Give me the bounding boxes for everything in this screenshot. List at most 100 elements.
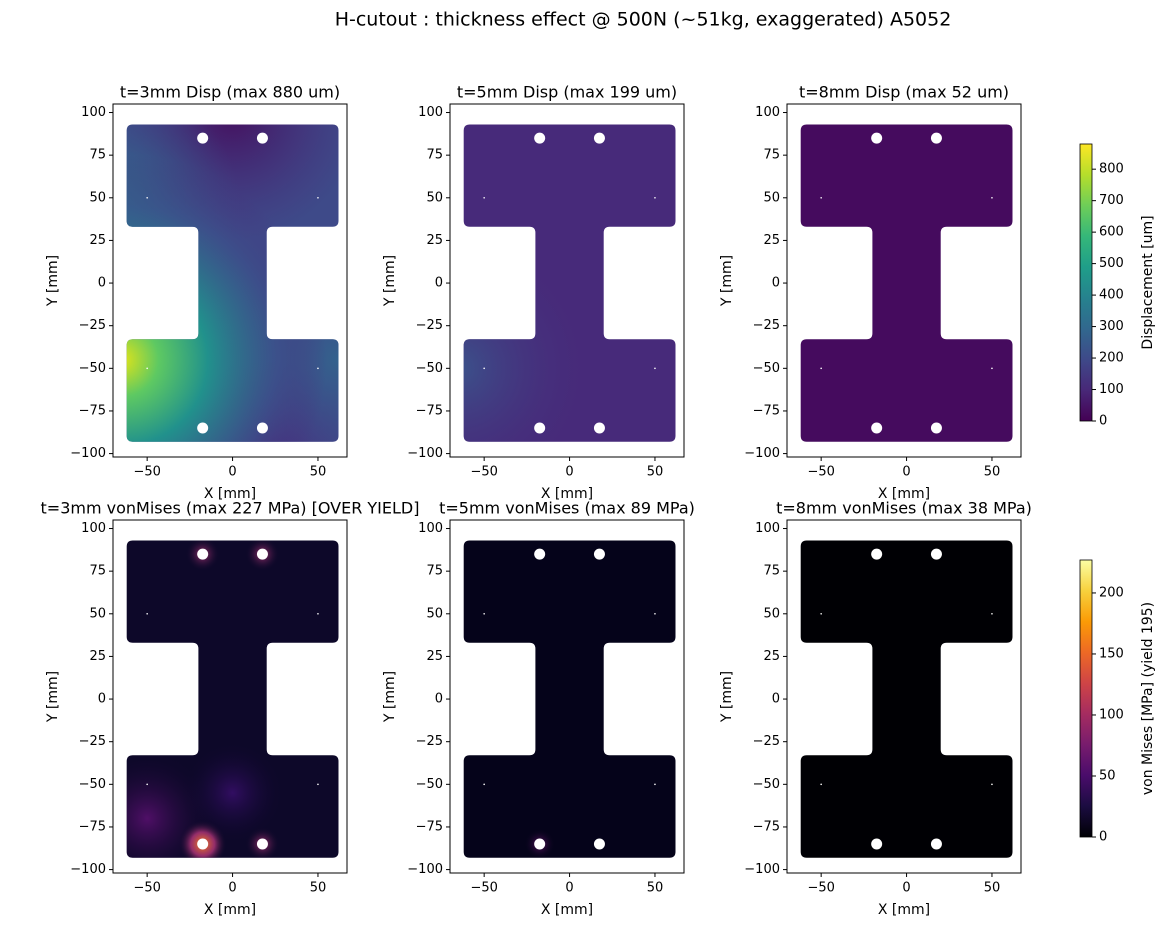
y-tick-label: −50 bbox=[753, 361, 780, 376]
y-axis-label: Y [mm] bbox=[45, 255, 61, 307]
bolt-hole bbox=[593, 422, 605, 434]
y-tick-label: 0 bbox=[772, 276, 780, 291]
node-dot bbox=[483, 367, 485, 370]
node-dot bbox=[317, 612, 319, 615]
y-tick-label: 75 bbox=[89, 148, 106, 163]
field-plot: −50 0 50 −100 −75 −50 −25 0 25 50 75 100 X [mm] Y [mm… bbox=[45, 83, 348, 502]
colorbar: 0 50 100 150 200 von Mises [MPa] (yield 195) bbox=[1079, 559, 1156, 845]
field-shading bbox=[463, 540, 676, 858]
colorbar-tick-label: 700 bbox=[1099, 193, 1124, 208]
y-tick-label: 50 bbox=[763, 190, 780, 205]
bolt-hole bbox=[871, 548, 883, 560]
x-tick-label: 50 bbox=[984, 881, 1001, 896]
panel-title: t=8mm Disp (max 52 um) bbox=[799, 83, 1009, 102]
node-dot bbox=[483, 783, 485, 786]
colorbar-tick-label: 500 bbox=[1099, 256, 1124, 271]
part-shape bbox=[800, 540, 1013, 858]
bolt-hole bbox=[930, 548, 942, 560]
colorbar-tick-label: 600 bbox=[1099, 225, 1124, 240]
y-tick-label: 25 bbox=[426, 233, 443, 248]
colorbar-tick-label: 150 bbox=[1099, 646, 1124, 661]
x-tick-label: 0 bbox=[228, 881, 236, 896]
node-dot bbox=[820, 783, 822, 786]
x-axis-label: X [mm] bbox=[204, 902, 256, 918]
field-shade bbox=[463, 124, 676, 442]
y-axis-label: Y [mm] bbox=[45, 671, 61, 723]
y-tick-label: 0 bbox=[772, 692, 780, 707]
bolt-hole bbox=[930, 422, 942, 434]
x-tick-label: 0 bbox=[565, 881, 573, 896]
y-axis-label: Y [mm] bbox=[719, 671, 735, 723]
node-dot bbox=[146, 783, 148, 786]
node-dot bbox=[317, 196, 319, 199]
x-axis-label: X [mm] bbox=[204, 486, 256, 502]
node-dot bbox=[146, 612, 148, 615]
y-tick-label: −50 bbox=[753, 777, 780, 792]
node-dot bbox=[483, 196, 485, 199]
colorbar-tick-label: 0 bbox=[1099, 830, 1107, 845]
y-tick-label: −75 bbox=[416, 403, 443, 418]
x-tick-label: −50 bbox=[133, 881, 160, 896]
bolt-hole bbox=[256, 422, 268, 434]
colorbar-tick-label: 300 bbox=[1099, 319, 1124, 334]
colorbar: 0 100 200 300 400 500 600 700 800 Displacement [u… bbox=[1079, 143, 1156, 429]
y-tick-label: 50 bbox=[426, 190, 443, 205]
colorbar-label: Displacement [um] bbox=[1140, 215, 1156, 349]
y-tick-label: −25 bbox=[416, 734, 443, 749]
y-tick-label: −75 bbox=[753, 819, 780, 834]
node-dot bbox=[654, 367, 656, 370]
y-tick-label: 100 bbox=[755, 521, 780, 536]
x-tick-label: 50 bbox=[310, 881, 327, 896]
x-axis-label: X [mm] bbox=[878, 486, 930, 502]
colorbar-tick-label: 100 bbox=[1099, 382, 1124, 397]
field-plot: −50 0 50 −100 −75 −50 −25 0 25 50 75 100 X [mm] Y [mm… bbox=[382, 499, 695, 919]
y-tick-label: −75 bbox=[753, 403, 780, 418]
y-tick-label: −25 bbox=[753, 734, 780, 749]
colorbar-tick-label: 50 bbox=[1099, 768, 1116, 783]
x-axis-label: X [mm] bbox=[541, 902, 593, 918]
y-tick-label: −50 bbox=[416, 777, 443, 792]
y-tick-label: −100 bbox=[407, 862, 443, 877]
y-tick-label: −50 bbox=[79, 777, 106, 792]
node-dot bbox=[654, 612, 656, 615]
bolt-hole bbox=[534, 548, 546, 560]
bolt-hole bbox=[256, 548, 268, 560]
field-plot: −50 0 50 −100 −75 −50 −25 0 25 50 75 100 X [mm] Y [mm… bbox=[382, 83, 685, 502]
bolt-hole bbox=[593, 838, 605, 850]
y-tick-label: 0 bbox=[98, 692, 106, 707]
y-tick-label: −50 bbox=[416, 361, 443, 376]
y-tick-label: −100 bbox=[70, 446, 106, 461]
x-tick-label: 50 bbox=[984, 465, 1001, 480]
bolt-hole bbox=[534, 422, 546, 434]
field-shading bbox=[463, 124, 676, 442]
y-tick-label: 75 bbox=[426, 148, 443, 163]
y-tick-label: 75 bbox=[426, 564, 443, 579]
x-tick-label: 50 bbox=[647, 881, 664, 896]
y-tick-label: −25 bbox=[753, 318, 780, 333]
y-axis-label: Y [mm] bbox=[719, 255, 735, 307]
node-dot bbox=[483, 612, 485, 615]
panel-title: t=5mm Disp (max 199 um) bbox=[457, 83, 677, 102]
colorbar-fill bbox=[1079, 559, 1093, 838]
bolt-hole bbox=[197, 548, 209, 560]
figure-title: H-cutout : thickness effect @ 500N (~51k… bbox=[335, 9, 952, 31]
bolt-hole bbox=[930, 838, 942, 850]
y-tick-label: 75 bbox=[763, 148, 780, 163]
bolt-hole bbox=[593, 132, 605, 144]
part-shape bbox=[800, 124, 1013, 442]
bolt-hole bbox=[256, 132, 268, 144]
field-shade bbox=[463, 540, 676, 858]
x-tick-label: 0 bbox=[902, 465, 910, 480]
node-dot bbox=[991, 196, 993, 199]
node-dot bbox=[146, 196, 148, 199]
bolt-hole bbox=[197, 838, 209, 850]
node-dot bbox=[317, 783, 319, 786]
x-axis-label: X [mm] bbox=[878, 902, 930, 918]
x-tick-label: 50 bbox=[310, 465, 327, 480]
y-tick-label: −25 bbox=[79, 734, 106, 749]
bolt-hole bbox=[197, 132, 209, 144]
y-tick-label: −100 bbox=[744, 446, 780, 461]
colorbar-tick-label: 100 bbox=[1099, 707, 1124, 722]
